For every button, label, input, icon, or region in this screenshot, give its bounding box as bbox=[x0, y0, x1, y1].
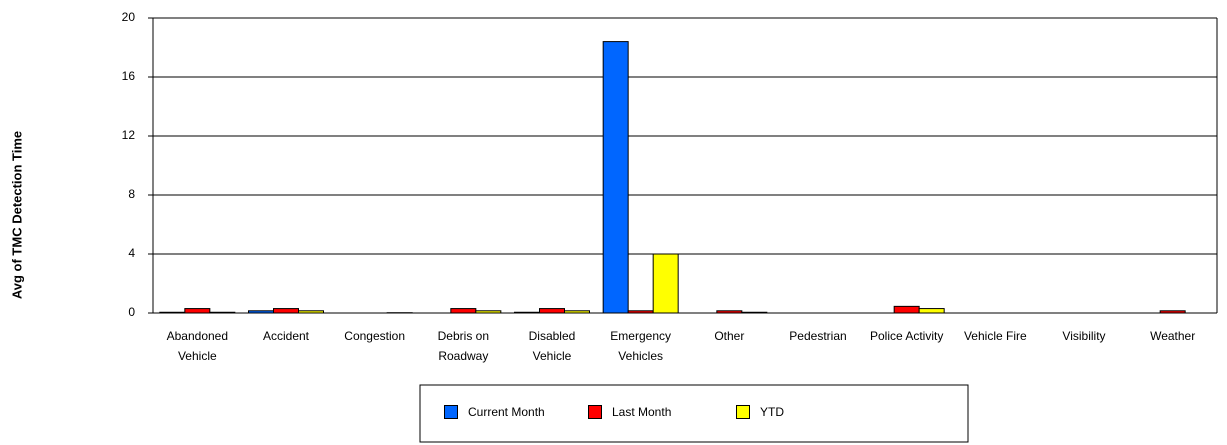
x-tick-label: Accident bbox=[262, 329, 309, 343]
x-tick-label: Disabled Vehicle bbox=[528, 329, 576, 363]
bar bbox=[514, 311, 540, 314]
x-tick-label: Pedestrian bbox=[789, 329, 847, 343]
bar bbox=[564, 310, 590, 314]
x-tick-label: Emergency Vehicles bbox=[610, 329, 671, 363]
y-tick-label: 16 bbox=[122, 69, 136, 83]
x-tick-label: Congestion bbox=[344, 329, 406, 343]
bar bbox=[893, 305, 920, 314]
y-tick-label: 0 bbox=[128, 305, 135, 319]
bar bbox=[209, 311, 236, 314]
y-tick-label: 4 bbox=[128, 246, 135, 260]
legend-item: YTD bbox=[736, 405, 784, 419]
bar bbox=[741, 311, 768, 314]
x-tick-label: Debris on Roadway bbox=[437, 329, 489, 363]
bar bbox=[475, 310, 502, 314]
legend-box bbox=[419, 384, 969, 443]
bar bbox=[159, 311, 186, 314]
x-tick-label: Weather bbox=[1150, 329, 1196, 343]
y-tick-label: 12 bbox=[122, 128, 136, 142]
legend-label: YTD bbox=[760, 405, 784, 419]
y-tick-label: 20 bbox=[122, 10, 136, 24]
bar bbox=[450, 308, 477, 314]
x-tick-label: Visibility bbox=[1062, 329, 1106, 343]
bar bbox=[652, 253, 679, 314]
legend-item: Last Month bbox=[588, 405, 671, 419]
x-tick-label: Vehicle Fire bbox=[963, 329, 1027, 343]
bar bbox=[918, 308, 945, 314]
legend-item: Current Month bbox=[444, 405, 545, 419]
legend-label: Last Month bbox=[612, 405, 672, 419]
legend-swatch bbox=[736, 405, 750, 419]
x-tick-label: Other bbox=[714, 329, 745, 343]
y-tick-label: 8 bbox=[128, 187, 135, 201]
legend-label: Current Month bbox=[468, 405, 545, 419]
bar bbox=[539, 308, 565, 314]
x-tick-label: Abandoned Vehicle bbox=[166, 329, 229, 363]
legend-swatch bbox=[444, 405, 458, 419]
bar bbox=[248, 310, 274, 314]
bar bbox=[716, 310, 743, 314]
bar bbox=[1159, 310, 1186, 314]
bar bbox=[298, 310, 324, 314]
legend-swatch bbox=[588, 405, 602, 419]
x-tick-label: Police Activity bbox=[869, 329, 944, 343]
bar bbox=[602, 41, 629, 314]
bar bbox=[273, 308, 299, 314]
bar bbox=[184, 308, 211, 314]
bar bbox=[627, 310, 654, 314]
y-axis-label: Avg of TMC Detection Time bbox=[9, 131, 24, 299]
